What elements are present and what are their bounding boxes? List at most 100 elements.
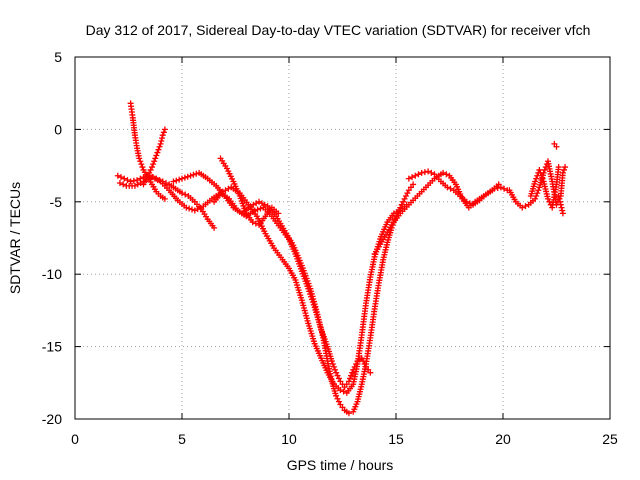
data-point [131, 182, 138, 189]
data-point [154, 149, 161, 156]
data-point [159, 135, 166, 142]
data-point [150, 161, 157, 168]
data-point [256, 198, 263, 205]
data-point [159, 132, 166, 139]
data-point [418, 169, 425, 176]
chart-title: Day 312 of 2017, Sidereal Day-to-day VTE… [86, 22, 591, 38]
data-point [533, 193, 540, 200]
data-point [130, 177, 137, 184]
data-point [158, 137, 165, 144]
data-point [156, 143, 163, 150]
ticks-layer: 0 5 10 15 20 25 5 0 -5 -10 -15 -20 [42, 49, 618, 447]
data-point [138, 161, 145, 168]
data-point [519, 204, 526, 211]
data-point [415, 171, 422, 178]
data-point [412, 172, 419, 179]
data-point [176, 176, 183, 183]
data-point [535, 187, 542, 194]
data-point [151, 158, 158, 165]
data-point [173, 177, 180, 184]
data-point [179, 190, 185, 197]
data-point [137, 158, 144, 165]
data-point [443, 171, 450, 178]
data-point [536, 166, 543, 173]
y-tick-label: -10 [42, 266, 62, 282]
data-point [252, 220, 259, 227]
data-point [560, 166, 567, 173]
data-point [261, 201, 268, 208]
series-arc7 [217, 155, 282, 228]
data-point [191, 207, 198, 214]
data-point [188, 206, 195, 213]
data-point [334, 395, 341, 402]
data-point [147, 166, 154, 173]
series-arc9 [405, 168, 502, 208]
x-tick-label: 20 [495, 431, 511, 447]
x-tick-label: 10 [281, 431, 297, 447]
data-point [257, 205, 264, 212]
plot-frame [74, 56, 611, 420]
data-point [121, 175, 128, 182]
data-point [140, 178, 147, 185]
data-point [161, 126, 168, 133]
data-point [345, 410, 352, 417]
data-point [559, 210, 566, 217]
data-point [170, 178, 177, 185]
data-point [330, 363, 337, 370]
data-point [440, 169, 447, 176]
data-point [501, 185, 508, 192]
data-point [275, 210, 282, 217]
data-point [495, 181, 502, 188]
grid-layer [75, 57, 610, 419]
data-point [333, 369, 340, 376]
data-point [120, 181, 127, 188]
data-point [559, 207, 566, 214]
data-point [160, 129, 167, 136]
data-point [562, 164, 569, 171]
data-point [155, 146, 162, 153]
data-point [409, 174, 416, 181]
data-point [186, 205, 193, 212]
data-point [181, 174, 188, 181]
data-point [532, 178, 539, 185]
data-point [116, 179, 123, 186]
data-point [410, 181, 417, 188]
data-point [136, 155, 143, 162]
data-point [334, 372, 341, 379]
data-point [254, 206, 261, 213]
data-point [405, 175, 412, 182]
x-tick-label: 0 [71, 431, 79, 447]
data-point [542, 164, 549, 171]
data-point [559, 169, 566, 176]
series-arc11 [527, 164, 562, 211]
data-point [556, 195, 563, 202]
data-point [346, 375, 353, 382]
y-tick-label: -15 [42, 339, 62, 355]
data-point [211, 224, 218, 231]
data-point [425, 168, 432, 175]
data-point [184, 173, 191, 180]
data-point [402, 193, 409, 200]
data-point [558, 204, 565, 211]
series-arc12 [551, 140, 560, 150]
data-point [190, 171, 197, 178]
x-tick-label: 15 [388, 431, 404, 447]
data-point [182, 191, 189, 198]
series-arc5 [170, 169, 417, 417]
data-point [149, 164, 156, 171]
data-point [253, 200, 260, 207]
data-point [337, 387, 344, 394]
data-point [124, 177, 131, 184]
y-axis-label: SDTVAR / TECUs [7, 182, 23, 294]
data-point [340, 388, 347, 395]
data-point [152, 155, 159, 162]
y-tick-label: -20 [42, 411, 62, 427]
data-point [134, 177, 141, 184]
data-point [404, 190, 411, 197]
series-arc13 [555, 193, 566, 217]
data-point [447, 185, 454, 192]
data-point [367, 369, 374, 376]
data-point [183, 204, 190, 211]
x-tick-label: 5 [178, 431, 186, 447]
